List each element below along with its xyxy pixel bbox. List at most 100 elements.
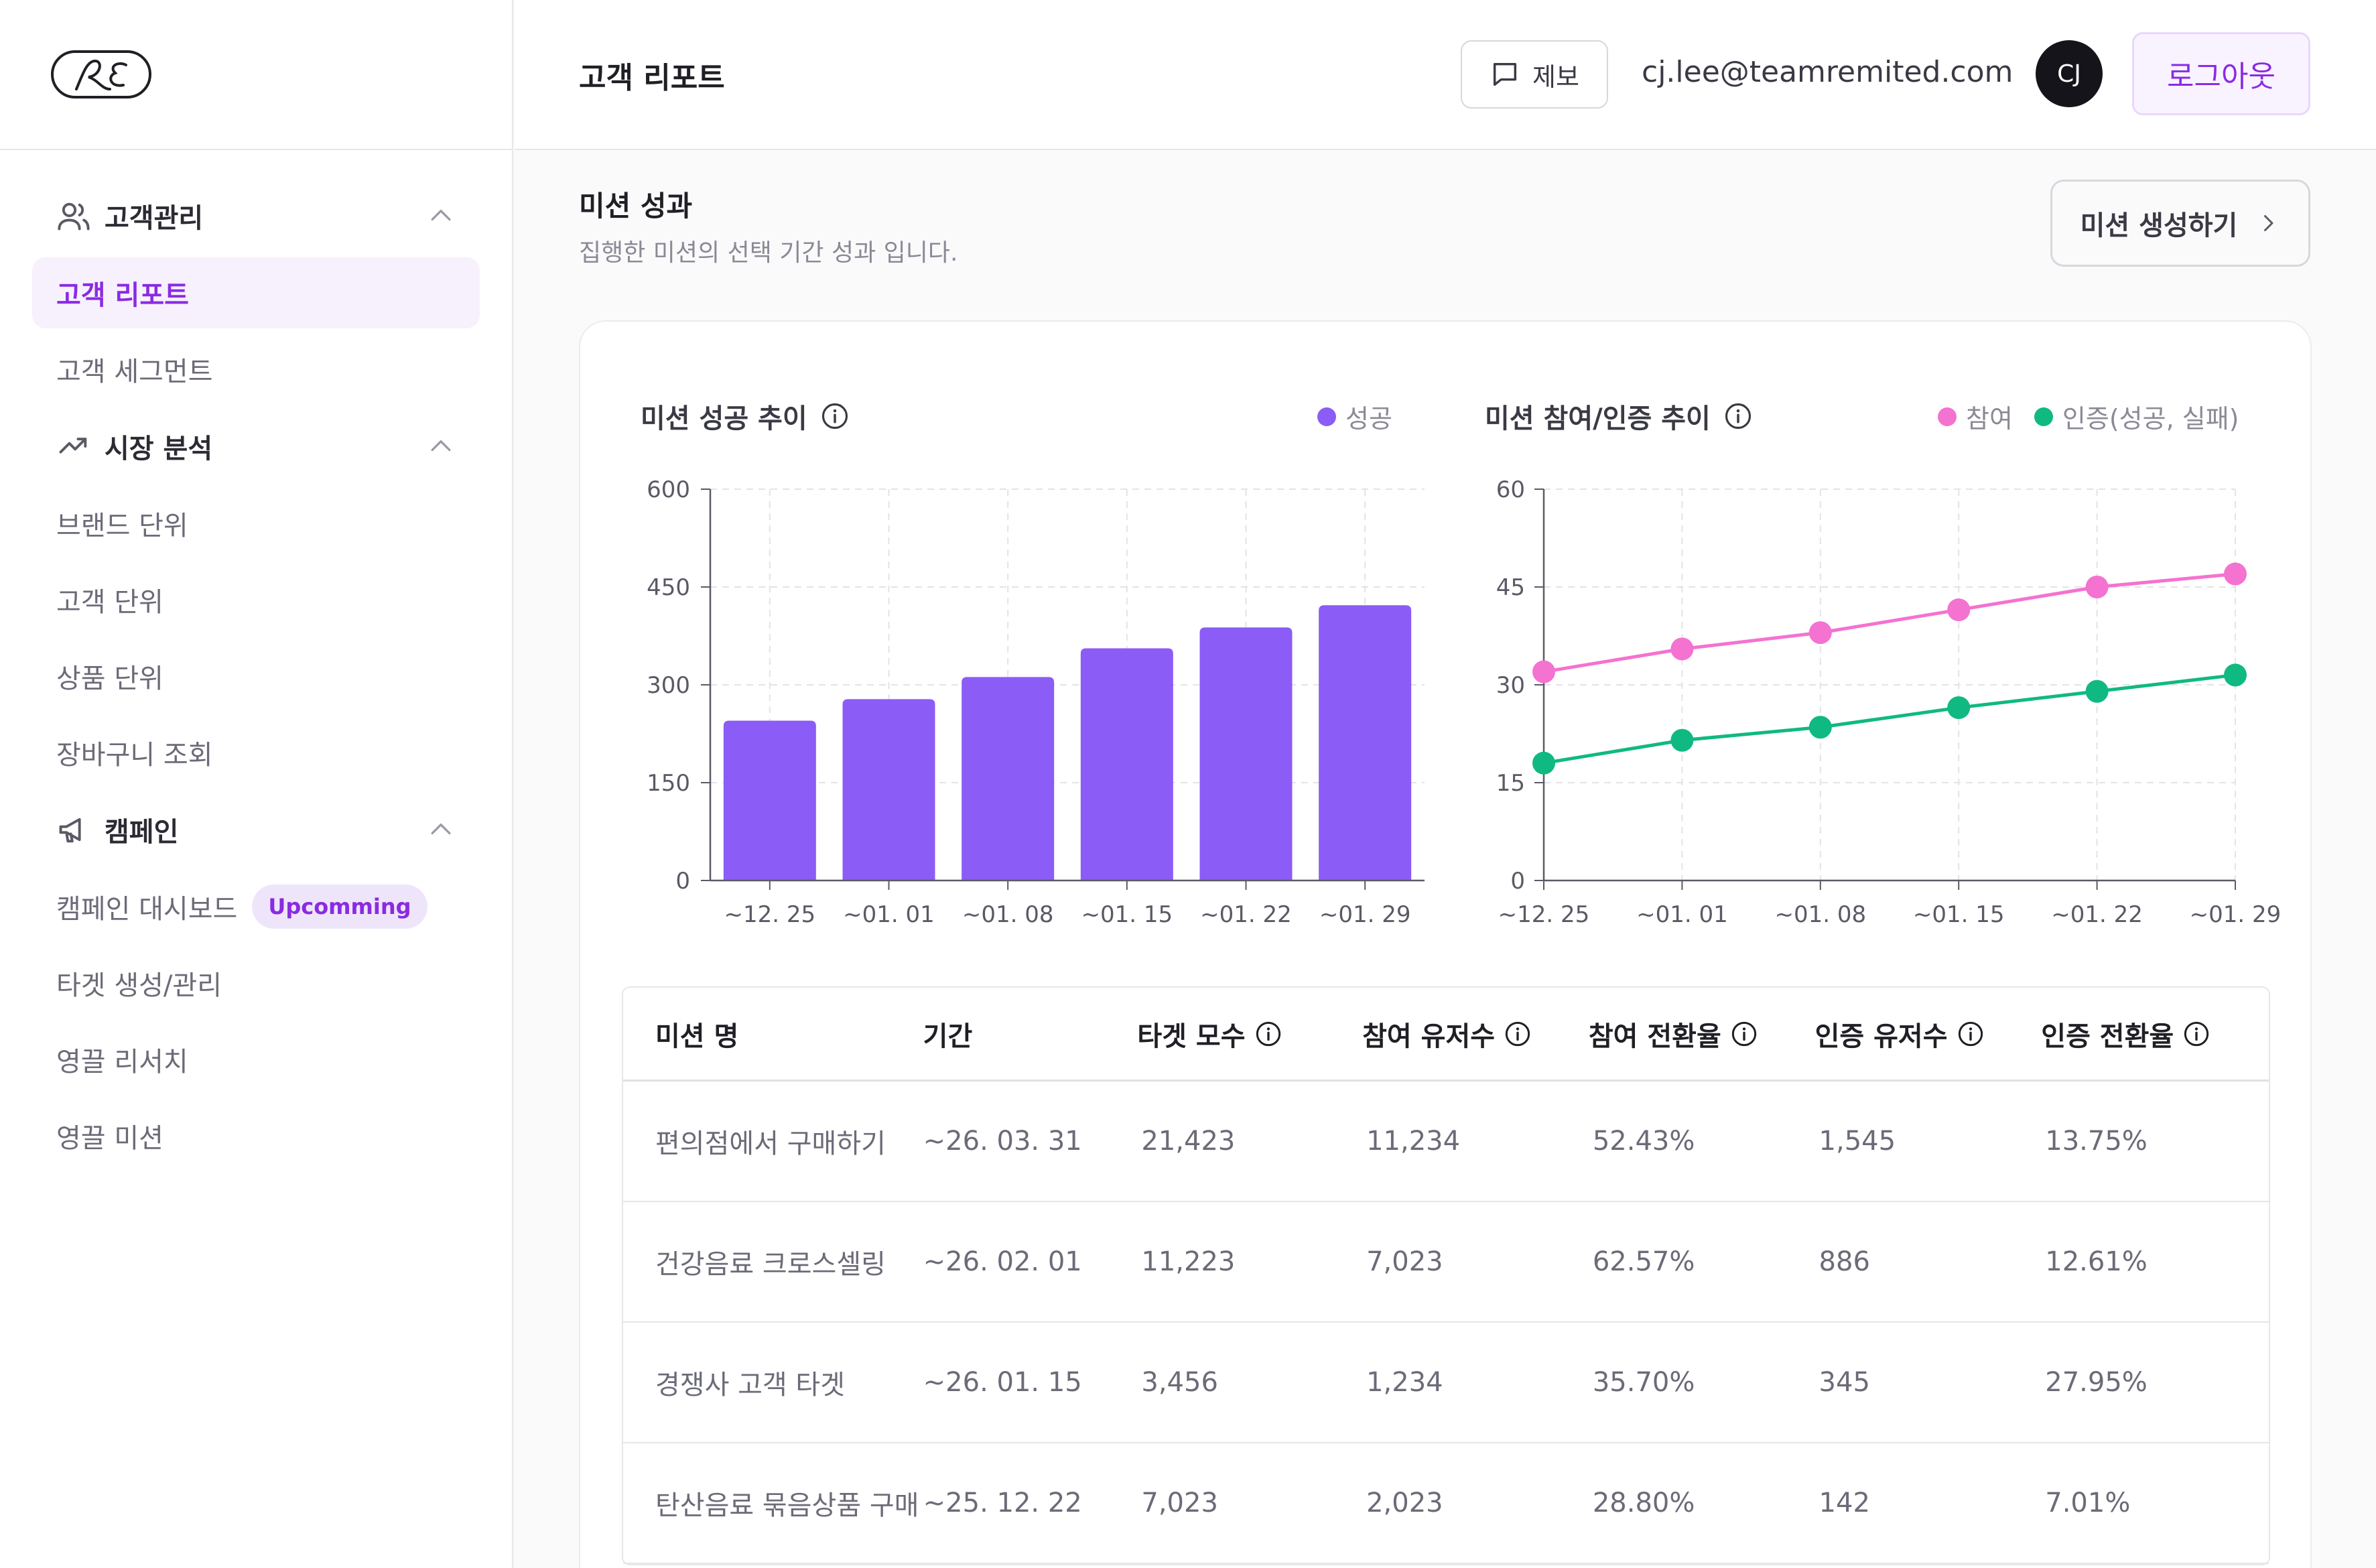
participation-point (2085, 576, 2109, 598)
info-icon[interactable] (821, 402, 849, 430)
report-button[interactable]: 제보 (1461, 40, 1608, 109)
chevron-up-icon[interactable] (426, 432, 456, 461)
bar-chart-legend: 성공 (1317, 398, 1392, 435)
col-header-label: 타겟 모수 (1137, 1021, 1246, 1052)
col-header-label: 참여 전환율 (1588, 1021, 1721, 1052)
cell-verification-rate: 12.61% (2045, 1246, 2148, 1277)
sidebar-item-research[interactable]: 영끌 리서치 (56, 1047, 188, 1077)
x-tick-label: ~01. 01 (843, 901, 935, 928)
x-tick-label: ~01. 29 (1319, 901, 1411, 928)
create-mission-button[interactable]: 미션 생성하기 (2050, 180, 2310, 267)
col-header-label: 참여 유저수 (1362, 1021, 1496, 1052)
user-email: cj.lee@teamremited.com (1642, 55, 2014, 89)
participation-point (1947, 598, 1971, 622)
line-chart-legend: 참여 인증(성공, 실패) (1938, 398, 2239, 435)
info-icon[interactable] (1957, 1021, 1984, 1047)
chevron-right-icon (2264, 215, 2273, 231)
nav-group-label: 캠페인 (105, 817, 179, 848)
cell-participants: 11,234 (1366, 1126, 1461, 1157)
col-header-mission[interactable]: 미션 명 (623, 1015, 923, 1053)
sidebar-item-product[interactable]: 상품 단위 (56, 663, 163, 694)
cell-verified-users: 886 (1819, 1246, 1870, 1277)
megaphone-icon (59, 818, 81, 843)
info-icon[interactable] (2183, 1021, 2210, 1047)
legend-success-dot (1317, 407, 1336, 426)
participation-point (1808, 621, 1832, 645)
info-icon[interactable] (1731, 1021, 1758, 1047)
x-tick-label: ~01. 29 (2190, 901, 2282, 928)
verification-point (2085, 679, 2109, 703)
bar (842, 699, 935, 880)
y-tick-label: 0 (1510, 868, 1525, 895)
y-tick-label: 150 (647, 770, 690, 797)
cell-period: ~26. 01. 15 (923, 1367, 1082, 1398)
y-tick-label: 450 (647, 574, 690, 601)
sidebar-item-customer-unit[interactable]: 고객 단위 (56, 587, 163, 618)
users-icon (58, 202, 90, 231)
verification-line (1543, 673, 2236, 765)
verification-point (1947, 696, 1971, 720)
cell-period: ~26. 02. 01 (923, 1246, 1082, 1277)
x-tick-label: ~01. 01 (1636, 901, 1728, 928)
x-tick-label: ~01. 08 (962, 901, 1054, 928)
cell-participation-rate: 35.70% (1592, 1367, 1695, 1398)
nav-group-campaign[interactable]: 캠페인 (0, 791, 512, 868)
x-tick-label: ~01. 22 (2051, 901, 2143, 928)
legend-success-label: 성공 (1345, 404, 1392, 434)
nav-group-label: 시장 분석 (105, 434, 213, 464)
cell-mission-name: 경쟁사 고객 타겟 (655, 1370, 846, 1400)
cell-verification-rate: 27.95% (2045, 1367, 2148, 1398)
sidebar-item-campaign-dashboard[interactable]: 캠페인 대시보드 Upcomming (0, 868, 512, 945)
chevron-up-icon[interactable] (426, 815, 456, 844)
table-row[interactable]: 건강음료 크로스셀링 ~26. 02. 01 11,223 7,023 62.5… (623, 1202, 2269, 1323)
sidebar-item-customer-report[interactable]: 고객 리포트 (32, 257, 480, 328)
table-row[interactable]: 탄산음료 묶음상품 구매 ~25. 12. 22 7,023 2,023 28.… (623, 1443, 2269, 1564)
cell-participation-rate: 62.57% (1592, 1246, 1695, 1277)
sidebar: 고객관리 고객 리포트 고객 세그먼트 시장 분석 브랜드 단위 고객 단위 상… (0, 0, 513, 1568)
col-header-verified-users[interactable]: 인증 유저수 (1815, 1015, 2042, 1053)
col-header-participants[interactable]: 참여 유저수 (1362, 1015, 1589, 1053)
info-icon[interactable] (1255, 1021, 1282, 1047)
x-tick-label: ~01. 15 (1913, 901, 2005, 928)
cell-target: 7,023 (1141, 1488, 1218, 1518)
verification-point (1808, 716, 1832, 739)
cell-verification-rate: 13.75% (2045, 1126, 2148, 1157)
sidebar-item-customer-segment[interactable]: 고객 세그먼트 (56, 356, 213, 387)
bar (723, 720, 816, 880)
participation-point (1670, 637, 1694, 661)
col-header-verification-rate[interactable]: 인증 전환율 (2041, 1015, 2269, 1053)
sidebar-item-cart[interactable]: 장바구니 조회 (56, 740, 213, 771)
cell-mission-name: 탄산음료 묶음상품 구매 (655, 1490, 919, 1521)
chevron-up-icon[interactable] (426, 201, 456, 231)
nav-group-market[interactable]: 시장 분석 (0, 407, 512, 485)
table-row[interactable]: 편의점에서 구매하기 ~26. 03. 31 21,423 11,234 52.… (623, 1082, 2269, 1202)
cell-verified-users: 345 (1819, 1367, 1870, 1398)
verification-point (1670, 728, 1694, 752)
cell-target: 21,423 (1141, 1126, 1236, 1157)
avatar[interactable]: CJ (2036, 40, 2103, 107)
section-title: 미션 성과 (579, 190, 693, 222)
nav-group-customer[interactable]: 고객관리 (0, 177, 512, 255)
sidebar-item-brand[interactable]: 브랜드 단위 (56, 511, 188, 541)
cell-target: 11,223 (1141, 1246, 1236, 1277)
mission-table: 미션 명 기간 타겟 모수 참여 유저수 참여 전환율 인증 유저수 인증 전환… (622, 986, 2270, 1565)
legend-verification-dot (2034, 407, 2053, 426)
col-header-participation-rate[interactable]: 참여 전환율 (1589, 1015, 1815, 1053)
table-row[interactable]: 경쟁사 고객 타겟 ~26. 01. 15 3,456 1,234 35.70%… (623, 1323, 2269, 1443)
legend-success: 성공 (1317, 398, 1392, 435)
info-icon[interactable] (1724, 402, 1752, 430)
y-tick-label: 600 (647, 476, 690, 503)
sidebar-item-target[interactable]: 타겟 생성/관리 (56, 970, 222, 1001)
logout-button[interactable]: 로그아웃 (2132, 32, 2310, 115)
sidebar-item-mission[interactable]: 영끌 미션 (56, 1123, 163, 1154)
col-header-period[interactable]: 기간 (923, 1015, 1138, 1053)
y-tick-label: 30 (1496, 672, 1525, 699)
logo[interactable] (0, 0, 512, 150)
line-chart-title: 미션 참여/인증 추이 (1485, 397, 1752, 436)
info-icon[interactable] (1504, 1021, 1531, 1047)
table-header-row: 미션 명 기간 타겟 모수 참여 유저수 참여 전환율 인증 유저수 인증 전환… (623, 988, 2269, 1082)
col-header-target[interactable]: 타겟 모수 (1137, 1015, 1362, 1053)
nav-group-label: 고객관리 (105, 203, 204, 234)
y-tick-label: 300 (647, 672, 690, 699)
y-tick-label: 45 (1496, 574, 1525, 601)
